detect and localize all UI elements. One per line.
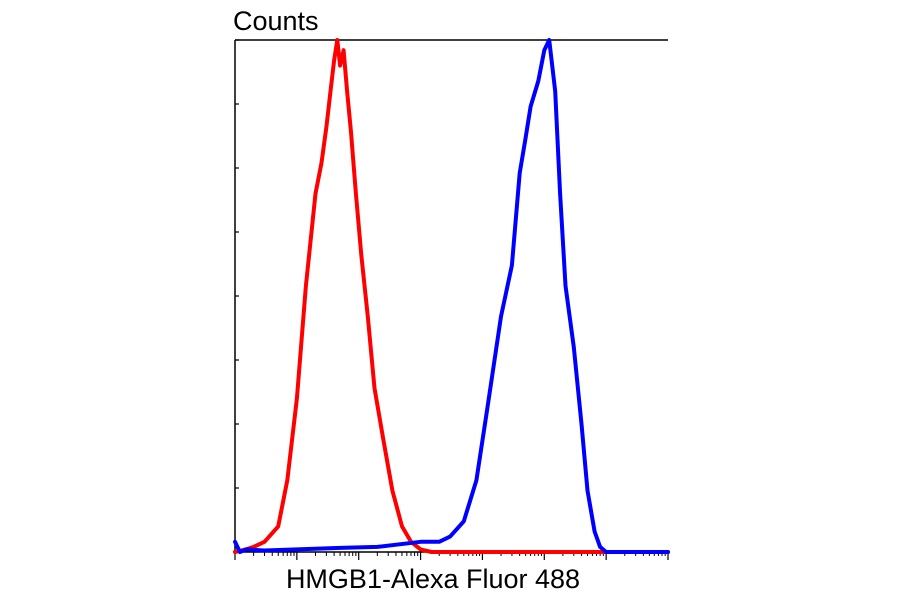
series-layer	[233, 38, 670, 554]
plot-axes	[234, 39, 669, 560]
histogram-series-1	[233, 38, 670, 554]
histogram-series-2	[233, 38, 670, 554]
y-axis-label: Counts	[233, 6, 319, 36]
x-axis-label: HMGB1-Alexa Fluor 488	[286, 564, 580, 594]
